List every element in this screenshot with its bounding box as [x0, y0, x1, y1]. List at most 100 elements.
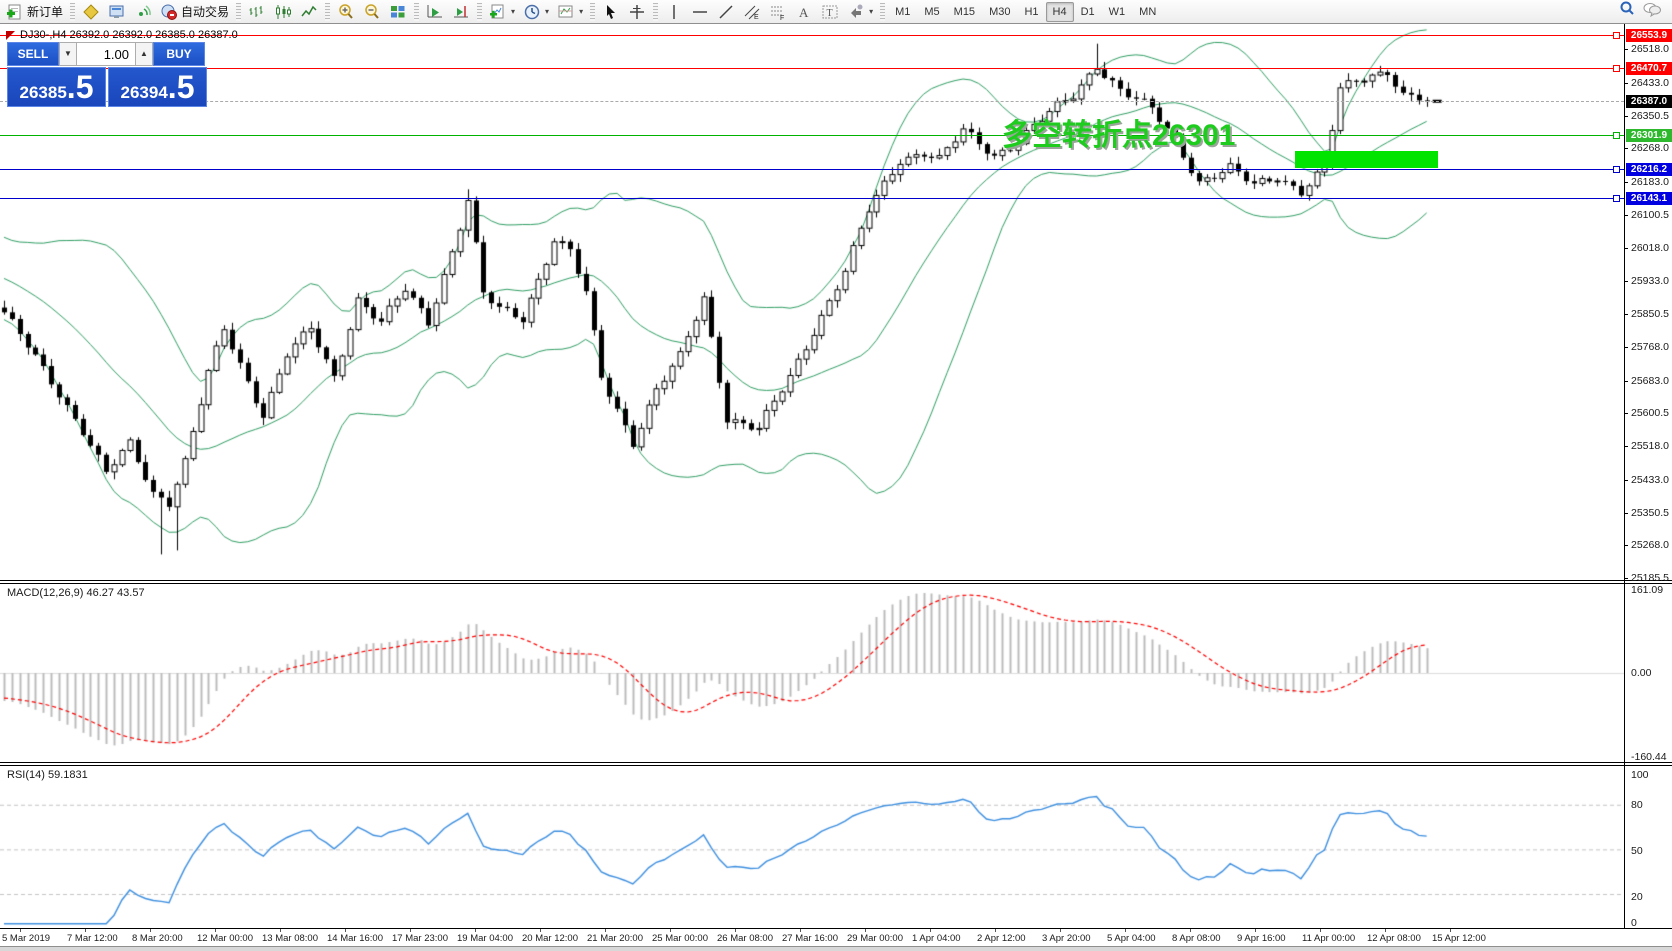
text-label-icon: T: [821, 3, 839, 21]
crosshair-button[interactable]: [624, 1, 650, 23]
highlight-rectangle[interactable]: [1295, 151, 1438, 168]
timeframe-w1-button[interactable]: W1: [1108, 5, 1126, 18]
buy-button[interactable]: BUY: [153, 42, 205, 66]
auto-scroll-button[interactable]: [422, 1, 448, 23]
indicators-button[interactable]: ▾: [485, 1, 519, 23]
fibonacci-button[interactable]: F: [765, 1, 791, 23]
timeframe-m15-button[interactable]: M15: [953, 5, 976, 18]
cursor-icon: [602, 3, 620, 21]
equidistant-channel-button[interactable]: E: [739, 1, 765, 23]
zoom-in-button[interactable]: [333, 1, 359, 23]
zoom-out-button[interactable]: [359, 1, 385, 23]
shapes-button[interactable]: ▾: [843, 1, 877, 23]
time-axis-tick: [1255, 929, 1256, 932]
profiles-icon: [82, 3, 100, 21]
horizontal-line-26387.0[interactable]: [0, 101, 1624, 102]
timeframe-d1-button[interactable]: D1: [1080, 5, 1095, 18]
chat-icon[interactable]: [1642, 0, 1662, 23]
line-anchor-marker[interactable]: [1613, 166, 1620, 173]
price-tick-label: 25185.5: [1631, 572, 1669, 584]
chart-symbol-icon: [6, 30, 16, 40]
time-label: 20 Mar 12:00: [522, 933, 578, 944]
candlestick-chart-button[interactable]: [270, 1, 296, 23]
horizontal-line-26216.2[interactable]: [0, 169, 1624, 170]
chart-annotation-text[interactable]: 多空转折点26301: [1002, 119, 1236, 152]
horizontal-line-26301.9[interactable]: [0, 135, 1624, 136]
macd-panel-canvas[interactable]: [0, 584, 1624, 762]
axis-tick: [1624, 545, 1628, 546]
sell-price[interactable]: 26385.5: [7, 67, 106, 107]
sell-button[interactable]: SELL: [7, 42, 59, 66]
market-watch-button[interactable]: [104, 1, 130, 23]
cursor-button[interactable]: [598, 1, 624, 23]
search-icon[interactable]: [1618, 0, 1636, 23]
tile-windows-button[interactable]: [385, 1, 411, 23]
toolbar-separator: [477, 2, 483, 21]
time-label: 29 Mar 00:00: [847, 933, 903, 944]
bar-chart-button[interactable]: [244, 1, 270, 23]
time-axis-tick: [85, 929, 86, 932]
new-order-button[interactable]: 新订单: [2, 1, 67, 23]
volume-increase-button[interactable]: ▲: [135, 42, 153, 66]
panel-separator[interactable]: [0, 580, 1672, 584]
time-axis-tick: [1450, 929, 1451, 932]
text-button[interactable]: A: [791, 1, 817, 23]
time-axis-tick: [1385, 929, 1386, 932]
time-axis-tick: [540, 929, 541, 932]
signals-button[interactable]: [130, 1, 156, 23]
price-tick-label: 25933.0: [1631, 275, 1669, 287]
rsi-panel-canvas[interactable]: [0, 766, 1624, 928]
line-chart-button[interactable]: [296, 1, 322, 23]
timeframe-m30-button[interactable]: M30: [989, 5, 1011, 18]
time-label: 13 Mar 08:00: [262, 933, 318, 944]
line-anchor-marker[interactable]: [1613, 32, 1620, 39]
volume-decrease-button[interactable]: ▼: [59, 42, 77, 66]
zoom-out-icon: [363, 3, 381, 21]
volume-input[interactable]: [77, 42, 135, 66]
time-label: 26 Mar 08:00: [717, 933, 773, 944]
templates-icon: [557, 3, 575, 21]
horizontal-line-26553.9[interactable]: [0, 35, 1624, 36]
line-anchor-marker[interactable]: [1613, 132, 1620, 139]
axis-tick: [1624, 116, 1628, 117]
templates-button[interactable]: ▾: [553, 1, 587, 23]
price-tick-label: 25850.5: [1631, 308, 1669, 320]
text-label-button[interactable]: T: [817, 1, 843, 23]
chart-window: DJ30-,H4 26392.0 26392.0 26385.0 26387.0…: [0, 24, 1672, 951]
timeframe-h1-button[interactable]: H1: [1024, 5, 1039, 18]
line-anchor-marker[interactable]: [1613, 195, 1620, 202]
time-label: 21 Mar 20:00: [587, 933, 643, 944]
toolbar-separator: [236, 2, 242, 21]
time-axis[interactable]: 5 Mar 2019 7 Mar 12:00 8 Mar 20:00 12 Mar 0…: [0, 928, 1672, 947]
rsi-axis-label: 100: [1631, 769, 1649, 781]
trend-line-button[interactable]: [713, 1, 739, 23]
timeframe-h4-button[interactable]: H4: [1045, 1, 1074, 22]
time-label: 17 Mar 23:00: [392, 933, 448, 944]
time-label: 14 Mar 16:00: [327, 933, 383, 944]
price-chart-canvas[interactable]: [0, 24, 1624, 580]
horizontal-line-button[interactable]: [687, 1, 713, 23]
text-icon: A: [795, 3, 813, 21]
price-tick-label: 25518.0: [1631, 440, 1669, 452]
horizontal-line-26143.1[interactable]: [0, 198, 1624, 199]
symbol-info: DJ30-,H4 26392.0 26392.0 26385.0 26387.0: [6, 29, 238, 41]
profiles-button[interactable]: [78, 1, 104, 23]
line-anchor-marker[interactable]: [1613, 65, 1620, 72]
horizontal-line-26470.7[interactable]: [0, 68, 1624, 69]
axis-tick: [1624, 446, 1628, 447]
macd-axis-label: 0.00: [1631, 667, 1652, 679]
timeframe-m1-button[interactable]: M1: [895, 5, 911, 18]
toolbar-separator: [414, 2, 420, 21]
buy-price[interactable]: 26394.5: [108, 67, 207, 107]
time-label: 25 Mar 00:00: [652, 933, 708, 944]
chart-shift-icon: [452, 3, 470, 21]
autotrading-label: 自动交易: [181, 5, 230, 19]
chart-shift-button[interactable]: [448, 1, 474, 23]
autotrading-button[interactable]: 自动交易: [156, 1, 233, 23]
timeframe-m5-button[interactable]: M5: [924, 5, 940, 18]
periods-button[interactable]: ▾: [519, 1, 553, 23]
panel-separator[interactable]: [0, 762, 1672, 766]
timeframe-mn-button[interactable]: MN: [1139, 5, 1157, 18]
time-label: 9 Apr 16:00: [1237, 933, 1286, 944]
vertical-line-button[interactable]: [661, 1, 687, 23]
